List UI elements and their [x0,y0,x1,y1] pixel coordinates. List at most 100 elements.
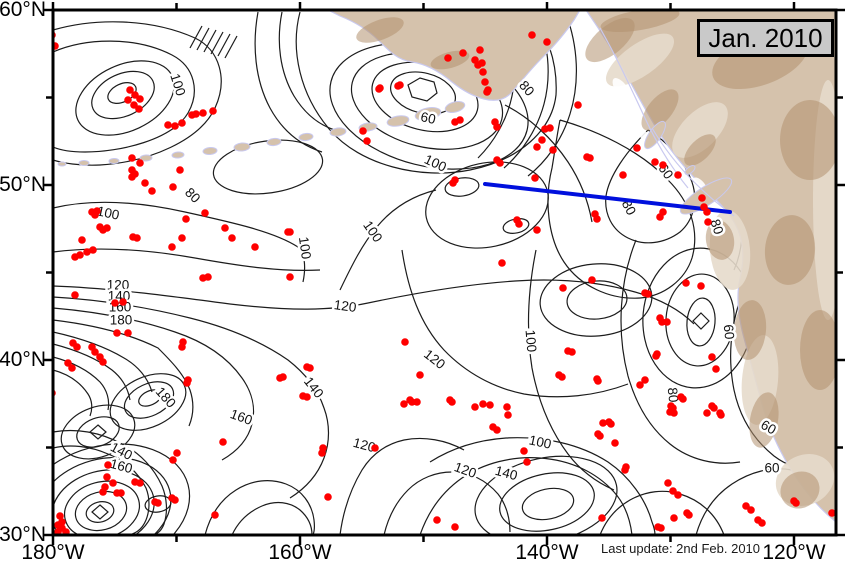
float-dot [183,379,191,387]
float-dot [574,101,582,109]
float-dot [747,506,755,514]
month-label-box: Jan. 2010 [697,19,834,57]
float-dot [633,144,641,152]
terrain-patch [641,89,679,131]
float-dot [178,343,186,351]
contour-line [203,29,217,53]
track-line [483,182,732,214]
float-dot [126,86,134,94]
contour-line [53,469,155,535]
contour-line [91,70,155,120]
float-dot [201,209,209,217]
contour-line [204,480,315,535]
contour-line [74,490,128,532]
float-dot [703,409,711,417]
contour-line [53,319,194,427]
float-dot [136,159,144,167]
contour-line [53,443,191,535]
float-dot [444,54,452,62]
float-dot [679,395,687,403]
terrain-patch [356,17,404,43]
float-dot [169,456,177,464]
float-dot [484,86,492,94]
float-dot [141,179,149,187]
float-dot [619,171,627,179]
island [202,146,218,156]
contour-line [692,312,710,330]
contour-line [620,239,741,464]
float-dot [531,174,539,182]
float-dot [515,220,523,228]
terrain-patch [705,220,735,260]
float-dot [99,488,107,496]
float-dot [682,279,690,287]
coastline [599,27,689,189]
contour-label: 60 [764,461,779,476]
contour-line [53,429,168,535]
contour-label: 160 [228,406,254,428]
float-dot [58,518,66,526]
float-dot [104,461,112,469]
contour-line [189,25,203,49]
float-dot [209,107,217,115]
contour-line [539,263,653,337]
island [233,142,251,152]
float-dot [607,420,615,428]
float-dot [546,124,554,132]
float-dot [117,489,125,497]
float-dot [54,528,62,535]
float-dot [371,444,379,452]
contour-line [599,490,725,535]
float-dot [124,96,132,104]
contour-label: 60 [721,324,737,340]
contour-line [401,249,629,398]
float-dot [657,524,665,532]
float-dot [712,365,720,373]
float-dot [91,211,99,219]
float-dot [479,400,487,408]
terrain-patch [684,134,716,166]
float-dot [286,273,294,281]
contour-line [123,381,175,419]
float-dot [520,447,528,455]
float-dot [83,248,91,256]
float-dot [89,246,97,254]
lon-axis-label: 180°W [21,541,85,563]
float-dot [533,143,541,151]
float-dot [99,358,107,366]
float-dot [703,208,711,216]
float-dot [103,224,111,232]
float-dot [568,348,576,356]
terrain-patch [800,310,836,390]
float-dot [413,398,421,406]
island [329,127,347,137]
float-dot [651,158,659,166]
contour-line [527,249,615,491]
float-dot [558,373,566,381]
month-label: Jan. 2010 [708,22,823,53]
float-dot [376,84,384,92]
float-dot [154,499,162,507]
float-dot [456,116,464,124]
float-dot [698,194,706,202]
float-dot [91,348,99,356]
last-update-note: Last update: 2nd Feb. 2010 [601,541,761,556]
contour-line [89,424,107,440]
contour-line [212,139,324,195]
float-dot [596,432,604,440]
float-dot [136,95,144,103]
float-dot [178,234,186,242]
float-dot [182,215,190,223]
float-dot [173,449,181,457]
float-dot [303,393,311,401]
terrain-patch [780,100,836,180]
float-dot [598,514,606,522]
float-dot [593,215,601,223]
float-dot [549,146,557,154]
float-dot [148,187,156,195]
float-dot [486,401,494,409]
contour-line [53,40,195,153]
contour-label: 100 [296,236,314,260]
contour-line [339,437,465,535]
